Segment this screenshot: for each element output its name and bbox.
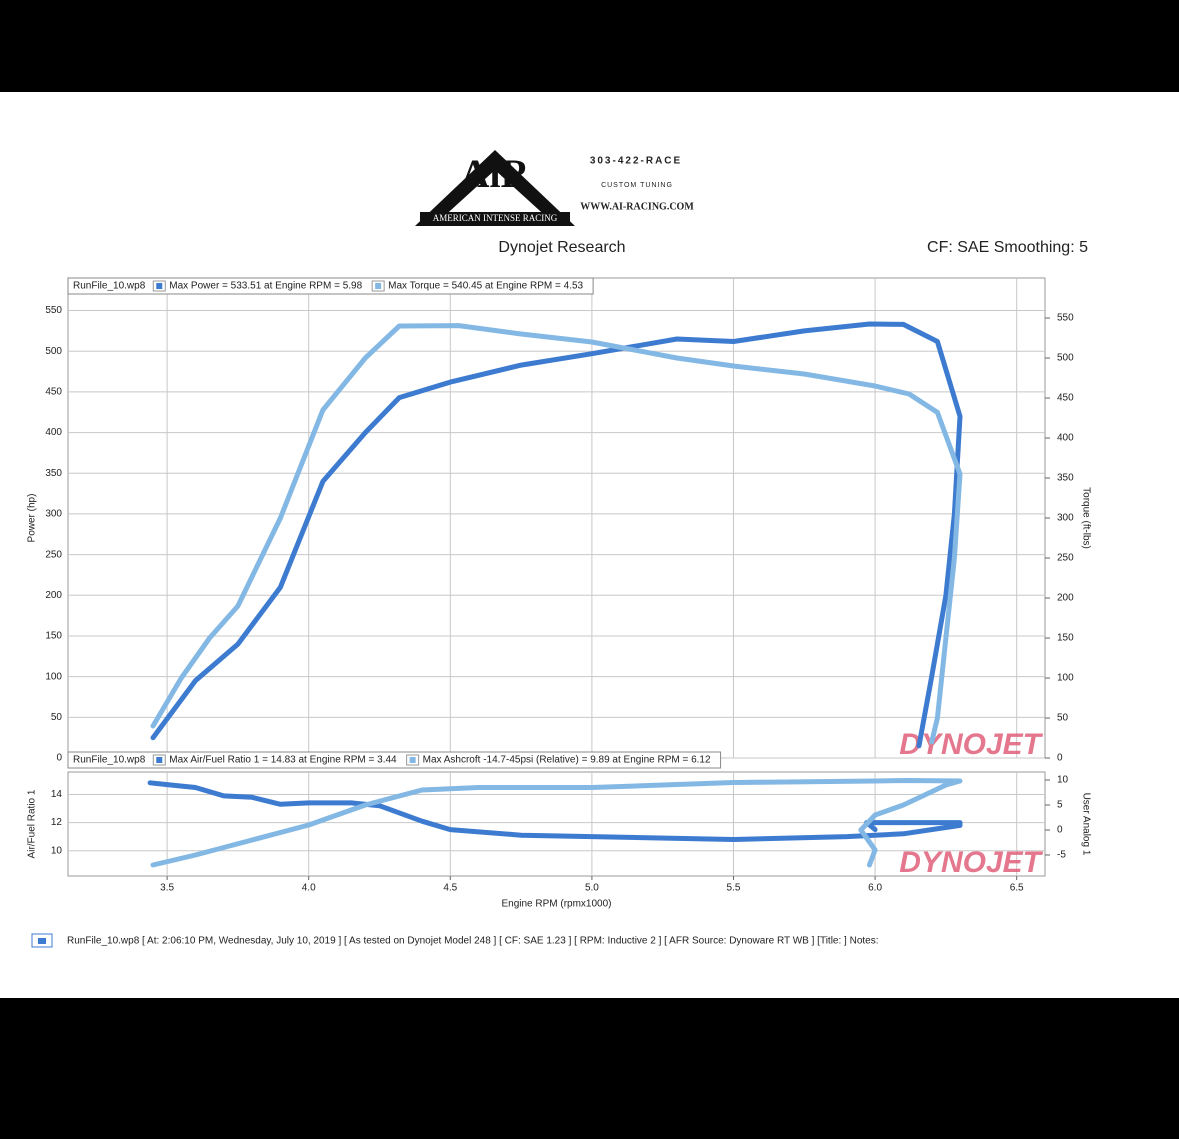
y2-axis-label: Torque (ft-lbs) <box>1080 487 1091 549</box>
x-tick-label: 5.5 <box>727 883 741 894</box>
logo-triangle-inner <box>440 170 550 220</box>
y2-tick-label: 500 <box>1057 353 1074 364</box>
legend-entry: Max Torque = 540.45 at Engine RPM = 4.53 <box>388 281 583 292</box>
legend: RunFile_10.wp8 Max Air/Fuel Ratio 1 = 14.… <box>67 751 722 769</box>
y-tick-label: 450 <box>45 387 62 398</box>
series-line <box>147 780 963 842</box>
settings: CF: SAE Smoothing: 5 <box>927 239 1088 256</box>
y-tick-label: 500 <box>45 346 62 357</box>
x-axis-label: Engine RPM (rpmx1000) <box>501 899 611 910</box>
legend-entry: Max Power = 533.51 at Engine RPM = 5.98 <box>169 281 362 292</box>
legend-swatch <box>156 757 163 763</box>
series-line <box>150 323 963 745</box>
y-tick-label: 400 <box>45 427 62 438</box>
charts: 0501001502002503003504004505005500501001… <box>27 277 1091 910</box>
logo-band <box>420 212 570 226</box>
plot-area <box>67 277 1046 759</box>
y2-tick-label: -5 <box>1057 850 1066 861</box>
x-tick-label: 6.0 <box>868 883 882 894</box>
tagline: Custom Tuning <box>601 182 673 189</box>
series-line <box>150 778 963 868</box>
y2-tick-label: 5 <box>1057 800 1063 811</box>
legend-entry: Max Air/Fuel Ratio 1 = 14.83 at Engine R… <box>169 755 397 766</box>
y-tick-label: 14 <box>51 789 63 800</box>
y-axis-label: Air/Fuel Ratio 1 <box>27 789 38 858</box>
y2-axis-label: User Analog 1 <box>1080 793 1091 856</box>
y2-tick-label: 250 <box>1057 553 1074 564</box>
y2-tick-label: 150 <box>1057 633 1074 644</box>
y2-tick-label: 550 <box>1057 313 1074 324</box>
y-tick-label: 550 <box>45 305 62 316</box>
y-tick-label: 200 <box>45 590 62 601</box>
legend-swatch <box>409 757 416 763</box>
legend-run-file: RunFile_10.wp8 <box>73 755 146 766</box>
legend-swatch <box>156 283 163 289</box>
y2-tick-label: 450 <box>1057 393 1074 404</box>
logo-band-text: AMERICAN INTENSE RACING <box>433 213 558 223</box>
x-tick-label: 3.5 <box>160 883 174 894</box>
y2-tick-label: 200 <box>1057 593 1074 604</box>
legend-box <box>67 277 594 295</box>
y-axis-label: Power (hp) <box>27 494 38 543</box>
y2-tick-label: 400 <box>1057 433 1074 444</box>
watermark: DYNOJET <box>899 846 1043 879</box>
legend-entry: Max Ashcroft -14.7-45psi (Relative) = 9.… <box>423 755 711 766</box>
y-tick-label: 300 <box>45 509 62 520</box>
legend-run-file: RunFile_10.wp8 <box>73 281 146 292</box>
x-tick-label: 5.0 <box>585 883 599 894</box>
y2-tick-label: 350 <box>1057 473 1074 484</box>
y-tick-label: 150 <box>45 631 62 642</box>
y2-tick-label: 300 <box>1057 513 1074 524</box>
legend-box <box>67 751 722 769</box>
y-tick-label: 350 <box>45 468 62 479</box>
y2-tick-label: 10 <box>1057 775 1069 786</box>
x-tick-label: 4.5 <box>443 883 457 894</box>
footer-icon-fill <box>38 938 46 944</box>
y2-tick-label: 0 <box>1057 825 1063 836</box>
report-title: Dynojet Research <box>498 239 625 256</box>
x-tick-label: 6.5 <box>1010 883 1024 894</box>
y2-tick-label: 0 <box>1057 753 1063 764</box>
y-tick-label: 0 <box>56 753 62 764</box>
legend-swatch <box>375 283 382 289</box>
legend: RunFile_10.wp8 Max Power = 533.51 at Engi… <box>67 277 594 295</box>
y-tick-label: 50 <box>51 712 63 723</box>
series-line <box>150 321 963 749</box>
y-tick-label: 12 <box>51 817 63 828</box>
logo-text: AiR <box>461 151 531 196</box>
y2-tick-label: 100 <box>1057 673 1074 684</box>
y-tick-label: 10 <box>51 845 63 856</box>
y-tick-label: 250 <box>45 549 62 560</box>
website: WWW.AI-RACING.COM <box>580 201 694 212</box>
y2-tick-label: 50 <box>1057 713 1069 724</box>
x-tick-label: 4.0 <box>302 883 316 894</box>
phone: 303-422-RACE <box>590 156 682 167</box>
y-tick-label: 100 <box>45 671 62 682</box>
footer-note: RunFile_10.wp8 [ At: 2:06:10 PM, Wednesd… <box>67 936 879 947</box>
